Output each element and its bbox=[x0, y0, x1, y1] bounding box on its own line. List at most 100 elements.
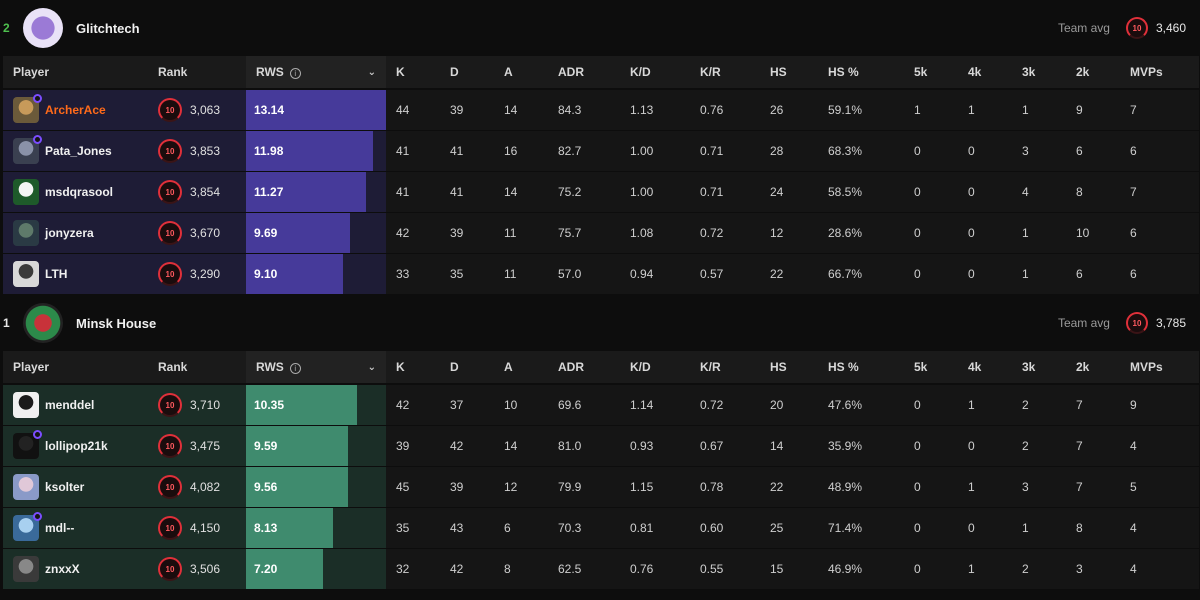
player-cell[interactable]: Pata_Jones bbox=[3, 131, 148, 172]
table-row[interactable]: menddel 10 3,710 10.35 42 37 10 69.6 1.14 0.72 20 4… bbox=[3, 385, 1199, 426]
player-cell[interactable]: ArcherAce bbox=[3, 90, 148, 131]
player-name[interactable]: ArcherAce bbox=[45, 103, 106, 117]
player-name[interactable]: LTH bbox=[45, 267, 68, 281]
stat-headshots: 26 bbox=[760, 90, 818, 131]
column-header[interactable]: 3k bbox=[1012, 56, 1066, 90]
chevron-down-icon[interactable]: ⌄ bbox=[367, 361, 376, 373]
player-cell[interactable]: msdqrasool bbox=[3, 172, 148, 213]
column-header[interactable]: HS bbox=[760, 351, 818, 385]
player-name[interactable]: msdqrasool bbox=[45, 185, 114, 199]
stat-kr-ratio: 0.76 bbox=[690, 90, 760, 131]
stat-kd-ratio: 1.13 bbox=[620, 90, 690, 131]
table-row[interactable]: znxxX 10 3,506 7.20 32 42 8 62.5 0.76 0.55 15 46.9%… bbox=[3, 549, 1199, 590]
column-header-rws[interactable]: RWS i ⌄ bbox=[246, 351, 386, 385]
avatar[interactable] bbox=[13, 512, 42, 541]
column-header[interactable]: D bbox=[440, 351, 494, 385]
player-name[interactable]: Pata_Jones bbox=[45, 144, 112, 158]
column-header[interactable]: HS bbox=[760, 56, 818, 90]
avatar[interactable] bbox=[13, 556, 39, 582]
avatar[interactable] bbox=[13, 135, 42, 164]
column-header[interactable]: D bbox=[440, 56, 494, 90]
column-header[interactable]: 4k bbox=[958, 351, 1012, 385]
stat-kd-ratio: 1.00 bbox=[620, 131, 690, 172]
player-name[interactable]: lollipop21k bbox=[45, 439, 108, 453]
stat-two-kills: 6 bbox=[1066, 131, 1120, 172]
column-header[interactable]: 5k bbox=[904, 351, 958, 385]
rank-cell: 10 4,150 bbox=[148, 508, 246, 549]
column-header[interactable]: Rank bbox=[148, 351, 246, 385]
column-header[interactable]: 5k bbox=[904, 56, 958, 90]
player-name[interactable]: znxxX bbox=[45, 562, 80, 576]
stat-five-kills: 0 bbox=[904, 549, 958, 590]
column-header[interactable]: MVPs bbox=[1120, 56, 1199, 90]
column-header[interactable]: 3k bbox=[1012, 351, 1066, 385]
avatar[interactable] bbox=[13, 430, 42, 459]
column-header[interactable]: K bbox=[386, 56, 440, 90]
column-header[interactable]: A bbox=[494, 351, 548, 385]
column-header[interactable]: ADR bbox=[548, 351, 620, 385]
table-row[interactable]: lollipop21k 10 3,475 9.59 39 42 14 81.0 0.93 0.67… bbox=[3, 426, 1199, 467]
column-header[interactable]: ADR bbox=[548, 56, 620, 90]
rank-info: 10 3,710 bbox=[158, 393, 246, 417]
player-name[interactable]: jonyzera bbox=[45, 226, 94, 240]
team-name[interactable]: Glitchtech bbox=[76, 20, 140, 36]
rank-info: 10 3,063 bbox=[158, 98, 246, 122]
player-name[interactable]: ksolter bbox=[45, 480, 85, 494]
column-header[interactable]: 4k bbox=[958, 56, 1012, 90]
player-cell[interactable]: lollipop21k bbox=[3, 426, 148, 467]
table-row[interactable]: jonyzera 10 3,670 9.69 42 39 11 75.7 1.08 0.72 12 2… bbox=[3, 213, 1199, 254]
elo-value: 3,063 bbox=[190, 103, 221, 117]
column-header[interactable]: HS % bbox=[818, 56, 904, 90]
column-header-rws[interactable]: RWS i ⌄ bbox=[246, 56, 386, 90]
column-header[interactable]: K bbox=[386, 351, 440, 385]
player-name[interactable]: mdl-- bbox=[45, 521, 75, 535]
column-header[interactable]: K/R bbox=[690, 56, 760, 90]
info-icon[interactable]: i bbox=[289, 363, 301, 374]
column-header[interactable]: K/D bbox=[620, 351, 690, 385]
table-row[interactable]: ArcherAce 10 3,063 13.14 44 39 14 84.3 1.13 0.76 2… bbox=[3, 90, 1199, 131]
minsk-logo-icon[interactable] bbox=[23, 303, 63, 343]
column-header[interactable]: Player bbox=[3, 56, 148, 90]
player-cell[interactable]: mdl-- bbox=[3, 508, 148, 549]
player-cell[interactable]: znxxX bbox=[3, 549, 148, 590]
stat-five-kills: 0 bbox=[904, 172, 958, 213]
column-header[interactable]: 2k bbox=[1066, 351, 1120, 385]
stat-mvps: 7 bbox=[1120, 172, 1199, 213]
info-icon[interactable]: i bbox=[289, 68, 301, 79]
table-row[interactable]: LTH 10 3,290 9.10 33 35 11 57.0 0.94 0.57 22 66.7% 0… bbox=[3, 254, 1199, 295]
skill-level-icon: 10 bbox=[1125, 17, 1148, 39]
stat-two-kills: 7 bbox=[1066, 426, 1120, 467]
chevron-down-icon[interactable]: ⌄ bbox=[367, 66, 376, 78]
table-header-row: Player Rank RWS i ⌄ K D A ADR K/D K/R HS HS % 5k 4k 3k 2… bbox=[3, 351, 1199, 385]
player-info: menddel bbox=[13, 392, 148, 418]
avatar[interactable] bbox=[13, 179, 39, 205]
table-row[interactable]: ksolter 10 4,082 9.56 45 39 12 79.9 1.15 0.78 22 48… bbox=[3, 467, 1199, 508]
avatar[interactable] bbox=[13, 261, 39, 287]
column-header[interactable]: HS % bbox=[818, 351, 904, 385]
column-header[interactable]: 2k bbox=[1066, 56, 1120, 90]
column-header[interactable]: Rank bbox=[148, 56, 246, 90]
bear-logo-icon[interactable] bbox=[23, 8, 63, 48]
player-cell[interactable]: menddel bbox=[3, 385, 148, 426]
column-header[interactable]: Player bbox=[3, 351, 148, 385]
column-header[interactable]: A bbox=[494, 56, 548, 90]
table-row[interactable]: Pata_Jones 10 3,853 11.98 41 41 16 82.7 1.00 0.71… bbox=[3, 131, 1199, 172]
avatar[interactable] bbox=[13, 392, 39, 418]
stat-headshot-percent: 28.6% bbox=[818, 213, 904, 254]
stat-assists: 14 bbox=[494, 172, 548, 213]
table-row[interactable]: mdl-- 10 4,150 8.13 35 43 6 70.3 0.81 0.60 25 71.4%… bbox=[3, 508, 1199, 549]
player-stats-table: Player Rank RWS i ⌄ K D A ADR K/D K/R HS HS % 5k 4k 3k 2… bbox=[3, 351, 1199, 590]
team-name[interactable]: Minsk House bbox=[76, 315, 157, 331]
player-cell[interactable]: jonyzera bbox=[3, 213, 148, 254]
avatar[interactable] bbox=[13, 474, 39, 500]
player-info: mdl-- bbox=[13, 512, 148, 541]
avatar[interactable] bbox=[13, 94, 42, 123]
column-header[interactable]: K/R bbox=[690, 351, 760, 385]
column-header[interactable]: K/D bbox=[620, 56, 690, 90]
player-name[interactable]: menddel bbox=[45, 398, 95, 412]
column-header[interactable]: MVPs bbox=[1120, 351, 1199, 385]
table-row[interactable]: msdqrasool 10 3,854 11.27 41 41 14 75.2 1.00 0.71… bbox=[3, 172, 1199, 213]
player-cell[interactable]: LTH bbox=[3, 254, 148, 295]
avatar[interactable] bbox=[13, 220, 39, 246]
player-cell[interactable]: ksolter bbox=[3, 467, 148, 508]
